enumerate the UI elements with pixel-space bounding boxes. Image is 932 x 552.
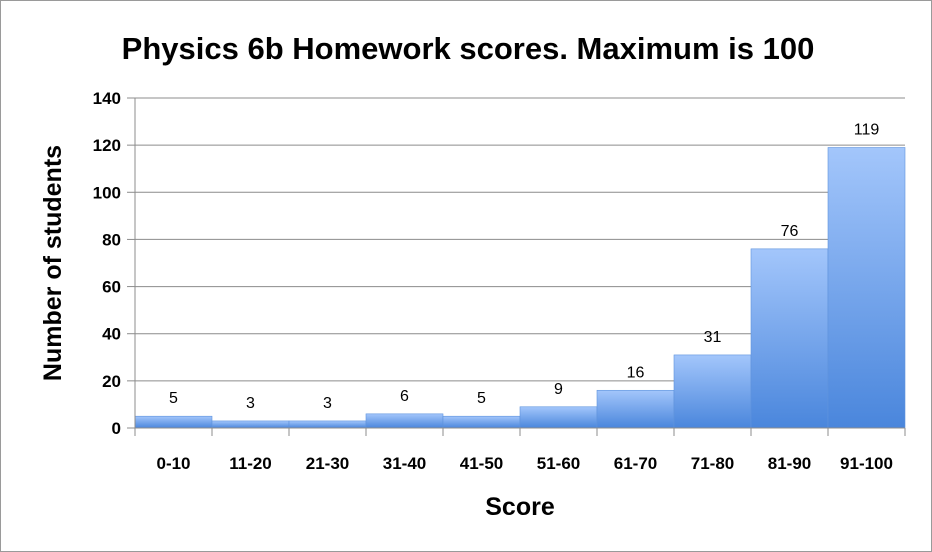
data-label: 9 [554, 381, 563, 398]
y-tick-label: 40 [102, 325, 121, 344]
chart-title: Physics 6b Homework scores. Maximum is 1… [122, 31, 815, 66]
bar-0-10 [134, 415, 213, 429]
bar-51-60 [519, 406, 598, 429]
x-tick-label: 81-90 [768, 454, 811, 473]
y-tick-label: 120 [93, 136, 121, 155]
x-tick-label: 31-40 [383, 454, 426, 473]
data-label: 76 [781, 223, 799, 240]
bar-71-80 [673, 354, 752, 429]
labels: 0 20 40 60 80 100 120 140 5 0-10 3 11-20 3 21-30 6 31-4… [93, 89, 893, 473]
data-label: 3 [323, 395, 332, 412]
bar-31-40 [365, 413, 444, 429]
x-tick-label: 61-70 [614, 454, 657, 473]
y-tick-label: 0 [112, 419, 121, 438]
x-tick-label: 11-20 [229, 454, 272, 473]
bar-81-90 [750, 248, 829, 429]
bar-41-50 [442, 415, 521, 429]
y-tick-label: 80 [102, 230, 121, 249]
x-axis-title: Score [485, 493, 555, 521]
bars [134, 147, 906, 429]
axes [127, 97, 906, 436]
bar-21-30 [288, 420, 367, 429]
data-label: 5 [477, 390, 486, 407]
data-label: 16 [627, 364, 645, 381]
x-tick-label: 0-10 [156, 454, 190, 473]
y-tick-label: 140 [93, 89, 121, 108]
bar-61-70 [596, 389, 675, 429]
x-tick-label: 51-60 [537, 454, 580, 473]
y-tick-label: 100 [93, 183, 121, 202]
y-tick-label: 20 [102, 372, 121, 391]
x-tick-label: 21-30 [306, 454, 349, 473]
gridlines [135, 97, 905, 382]
bar-11-20 [211, 420, 290, 429]
y-axis-title: Number of students [39, 145, 67, 381]
x-tick-label: 91-100 [840, 454, 893, 473]
data-label: 5 [169, 390, 178, 407]
data-label: 6 [400, 388, 409, 405]
bar-91-100 [827, 147, 906, 429]
data-label: 31 [704, 329, 722, 346]
y-tick-label: 60 [102, 278, 121, 297]
data-label: 3 [246, 395, 255, 412]
x-tick-label: 71-80 [691, 454, 734, 473]
data-label: 119 [854, 122, 880, 139]
x-tick-label: 41-50 [460, 454, 503, 473]
